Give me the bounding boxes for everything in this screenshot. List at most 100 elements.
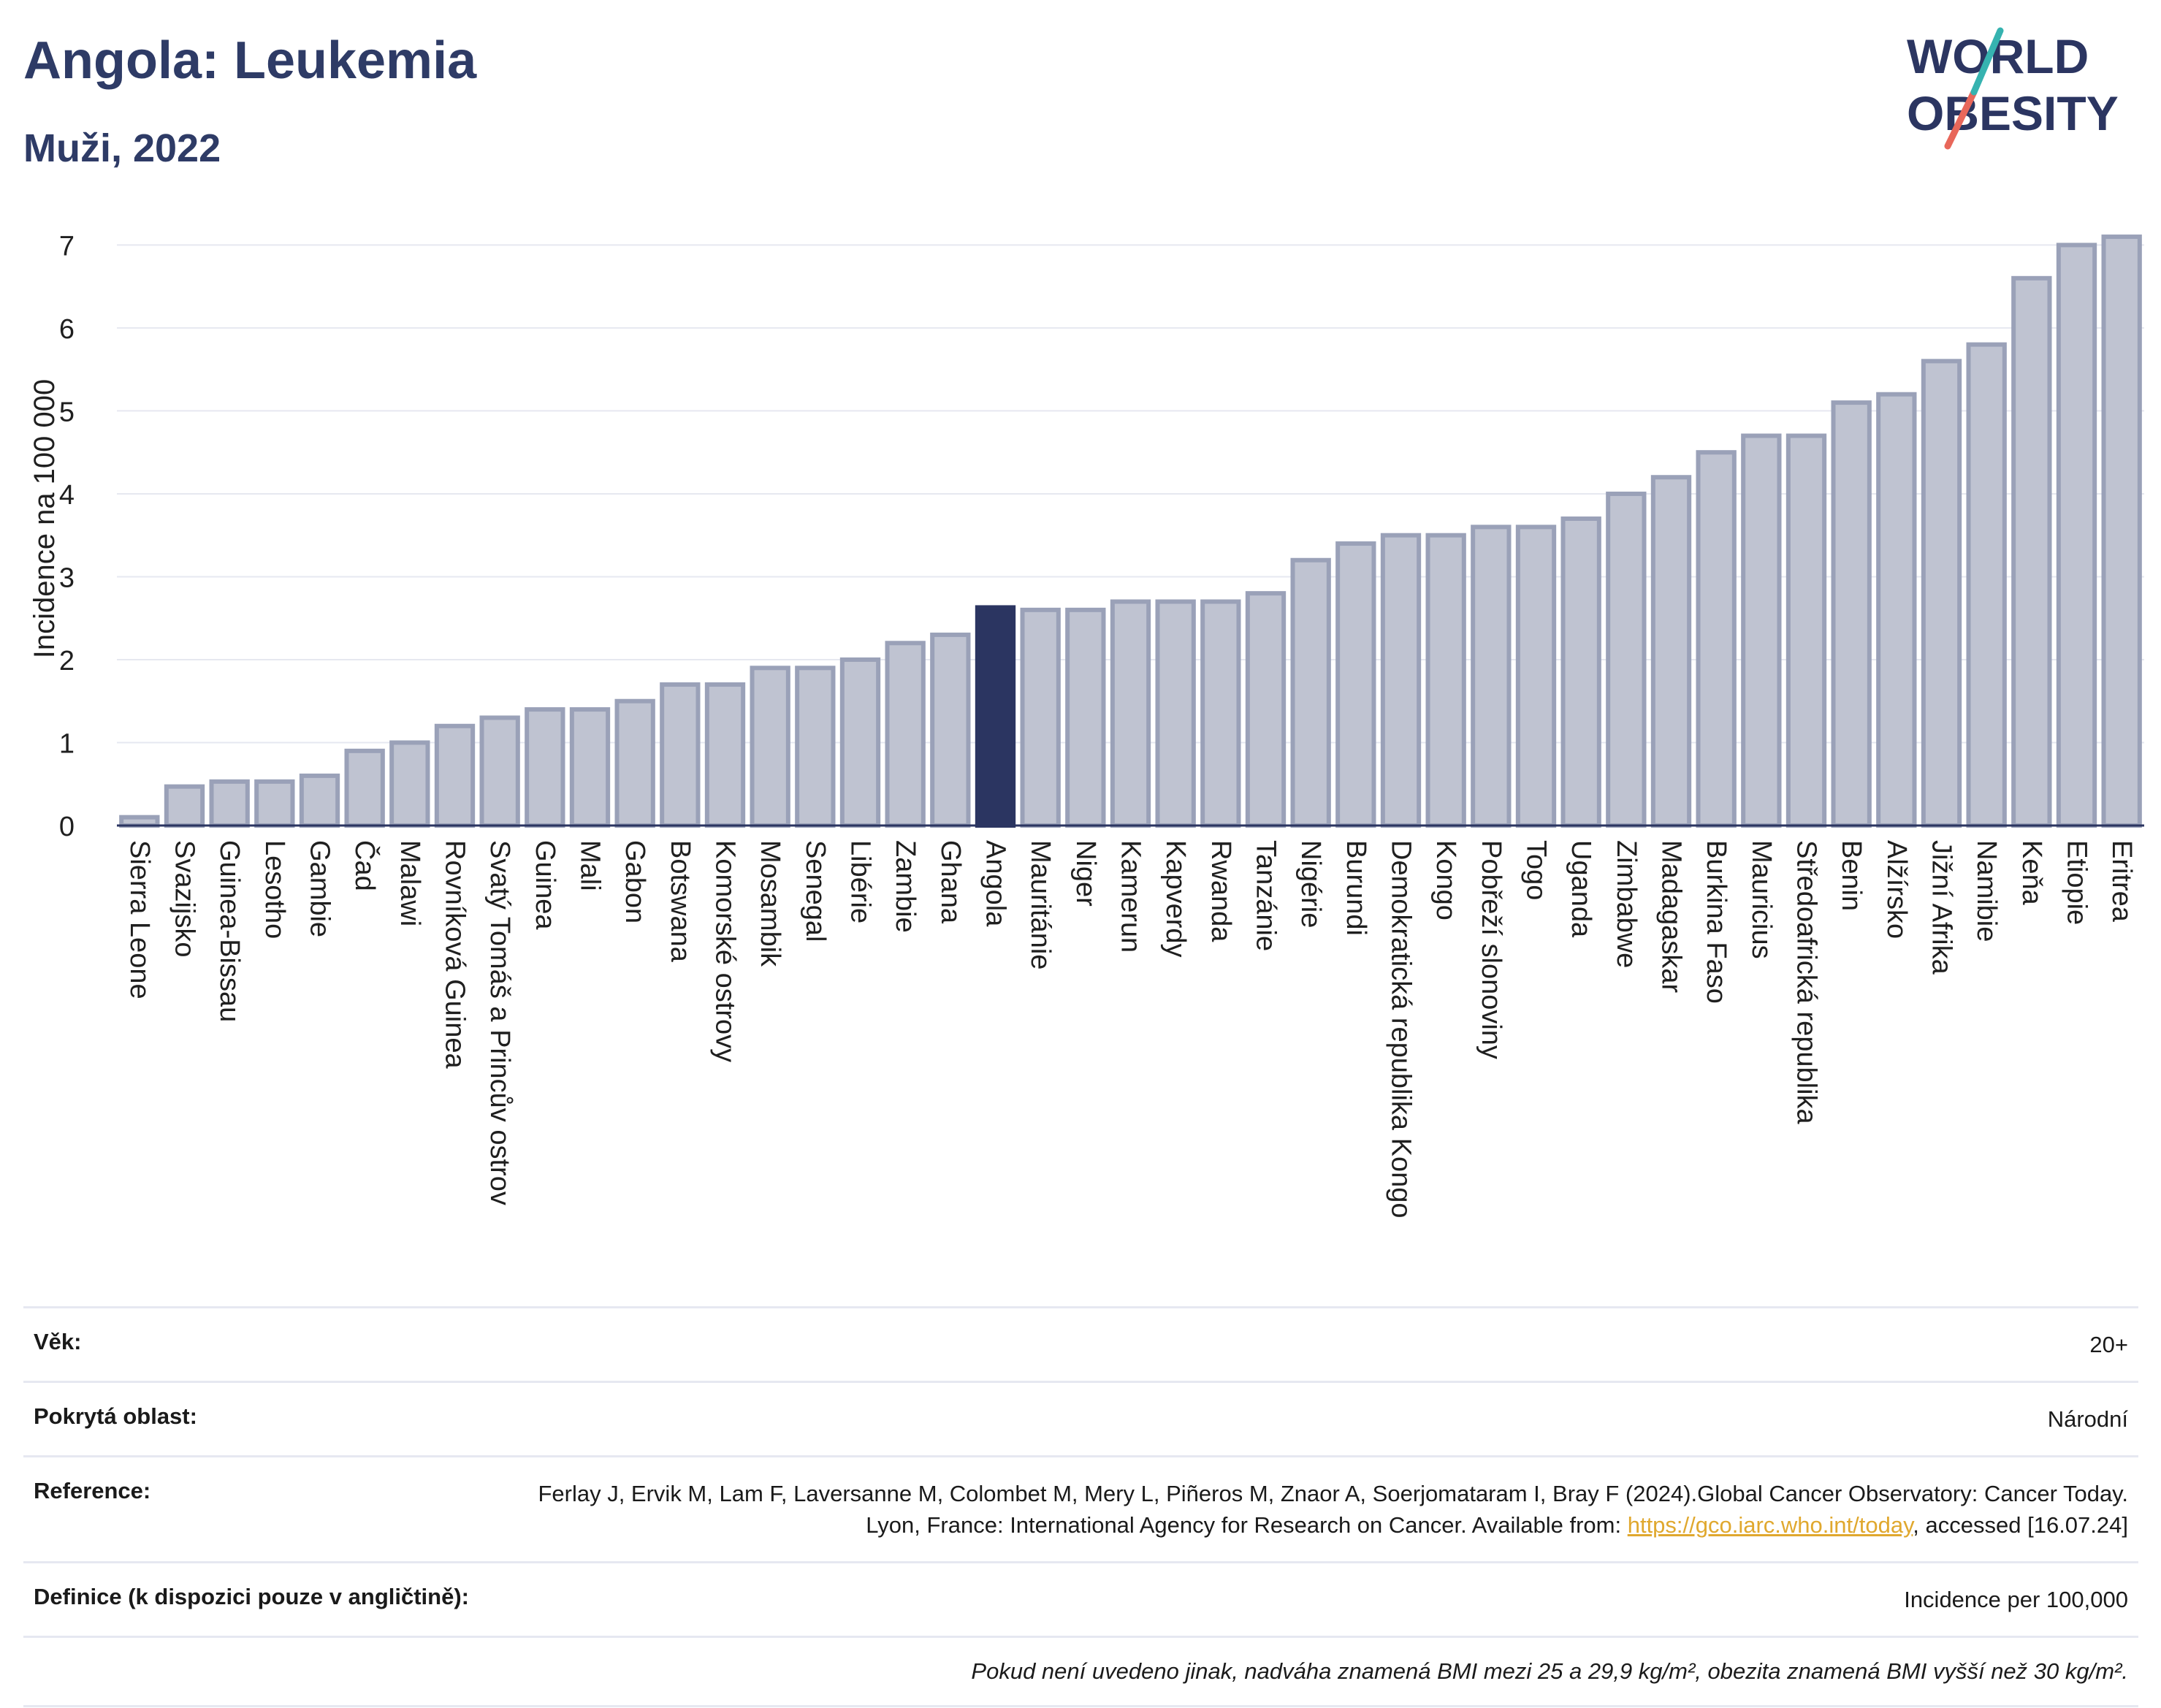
x-tick-label: Mauricius [1746, 840, 1777, 959]
x-tick-label: Gambie [305, 840, 335, 937]
x-tick-label: Mauritánie [1025, 840, 1056, 969]
y-tick-label: 1 [59, 728, 75, 759]
x-tick-label: Mali [575, 840, 606, 891]
world-obesity-logo: WORLD OBESITY [1907, 27, 2119, 150]
bar-rovníková-guinea [434, 723, 476, 828]
x-tick-label: Rovníková Guinea [440, 840, 470, 1069]
meta-row-area: Pokrytá oblast: Národní [23, 1381, 2138, 1455]
x-tick-label: Namibie [1971, 840, 2002, 942]
bar-zimbabwe [1606, 491, 1647, 828]
x-tick-label: Guinea [530, 840, 560, 930]
bar-alžírsko [1876, 392, 1917, 828]
x-tick-label: Mosambik [755, 840, 785, 967]
x-tick-label: Botswana [665, 840, 695, 963]
meta-row-note: Pokud není uvedeno jinak, nadváha znamen… [23, 1636, 2138, 1707]
x-tick-label: Niger [1070, 840, 1101, 907]
page-subtitle: Muži, 2022 [23, 126, 221, 170]
bar-keňa [2011, 275, 2052, 828]
bar-pobřeží-slonoviny [1471, 525, 1512, 828]
bars [119, 235, 2142, 828]
x-tick-label: Uganda [1566, 840, 1596, 938]
bar-niger [1065, 607, 1106, 828]
x-tick-label: Kapverdy [1160, 840, 1191, 958]
x-tick-label: Togo [1521, 840, 1552, 900]
age-label: Věk: [34, 1329, 82, 1354]
x-tick-label: Keňa [2016, 840, 2047, 906]
y-tick-labels: 0 1 2 3 4 5 6 7 [59, 231, 75, 842]
reference-label: Reference: [34, 1478, 151, 1503]
x-tick-label: Zimbabwe [1611, 840, 1642, 968]
x-tick-label: Gabon [620, 840, 650, 923]
bar-malawi [389, 740, 430, 828]
definition-label: Definice (k dispozici pouze v angličtině… [34, 1584, 469, 1609]
x-tick-label: Jižní Afrika [1926, 840, 1957, 975]
bar-čad [344, 748, 385, 828]
bar-komorské-ostrovy [704, 682, 746, 828]
x-tick-label: Demokratická republika Kongo [1386, 840, 1417, 1219]
bar-senegal [795, 666, 836, 828]
x-tick-label: Malawi [395, 840, 425, 926]
logo-text-obesity: OBESITY [1907, 86, 2119, 140]
logo-slash-coral [1944, 88, 1978, 150]
bar-eritrea [2101, 235, 2142, 828]
bar-středoafrická-republika [1785, 433, 1827, 828]
x-tick-label: Madagaskar [1656, 840, 1687, 993]
bar-kongo [1425, 533, 1466, 828]
meta-row-reference: Reference: Ferlay J, Ervik M, Lam F, Lav… [23, 1455, 2138, 1561]
bar-burundi [1335, 541, 1376, 828]
bar-mauricius [1741, 433, 1782, 828]
bar-mosambik [750, 666, 790, 828]
meta-row-age: Věk: 20+ [23, 1306, 2138, 1381]
bar-uganda [1560, 516, 1601, 828]
age-value: 20+ [2089, 1332, 2128, 1357]
x-tick-label: Guinea-Bissau [214, 840, 245, 1022]
bar-togo [1515, 525, 1557, 828]
x-tick-label: Eritrea [2106, 840, 2137, 923]
x-tick-label: Alžírsko [1881, 840, 1912, 939]
x-tick-label: Angola [980, 840, 1011, 927]
bar-kamerun [1110, 599, 1151, 828]
y-axis-label: Incidence na 100 000 [28, 379, 61, 659]
area-label: Pokrytá oblast: [34, 1403, 197, 1429]
bar-kapverdy [1155, 599, 1196, 828]
x-tick-label: Svatý Tomáš a Princův ostrov [484, 840, 515, 1205]
bar-guinea-bissau [209, 779, 250, 828]
x-tick-label: Nigérie [1295, 840, 1326, 928]
bar-nigérie [1290, 557, 1331, 828]
bar-mauritánie [1020, 607, 1061, 828]
x-tick-label: Libérie [845, 840, 876, 923]
bar-tanzánie [1245, 591, 1287, 828]
y-tick-label: 0 [59, 812, 75, 842]
bar-ghana [930, 632, 971, 828]
x-tick-label: Sierra Leone [124, 840, 155, 999]
bar-gambie [299, 773, 340, 828]
x-tick-label: Lesotho [259, 840, 290, 939]
bar-lesotho [254, 779, 295, 828]
logo-slash-teal [1970, 27, 2004, 96]
bar-gabon [614, 698, 655, 828]
bar-libérie [839, 657, 881, 828]
bar-guinea [525, 707, 565, 828]
reference-value: Ferlay J, Ervik M, Lam F, Laversanne M, … [521, 1478, 2128, 1541]
x-tick-label: Středoafrická republika [1791, 840, 1822, 1125]
x-tick-label: Ghana [935, 840, 966, 924]
reference-link[interactable]: https://gco.iarc.who.int/today [1627, 1512, 1913, 1538]
bar-botswana [660, 682, 701, 828]
reference-text-1: Ferlay J, Ervik M, Lam F, Laversanne M, … [538, 1481, 2128, 1538]
bmi-note: Pokud není uvedeno jinak, nadváha znamen… [971, 1658, 2128, 1684]
y-tick-label: 4 [59, 480, 75, 511]
bar-demokratická-republika-kongo [1380, 533, 1422, 828]
bar-benin [1831, 400, 1872, 828]
bar-burkina-faso [1696, 450, 1737, 828]
x-tick-label: Burkina Faso [1701, 840, 1731, 1004]
area-value: Národní [2047, 1406, 2128, 1432]
bar-zambie [885, 641, 926, 828]
metadata-table: Věk: 20+ Pokrytá oblast: Národní Referen… [23, 1306, 2138, 1707]
y-tick-label: 5 [59, 397, 75, 427]
bar-jižní-afrika [1921, 359, 1962, 828]
bar-angola [975, 605, 1016, 828]
bar-sierra-leone [119, 815, 160, 828]
x-tick-label: Senegal [800, 840, 831, 942]
x-tick-labels: Sierra Leone Svazijsko Guinea-Bissau Lesoth… [124, 840, 2137, 1219]
x-tick-label: Burundi [1341, 840, 1371, 936]
